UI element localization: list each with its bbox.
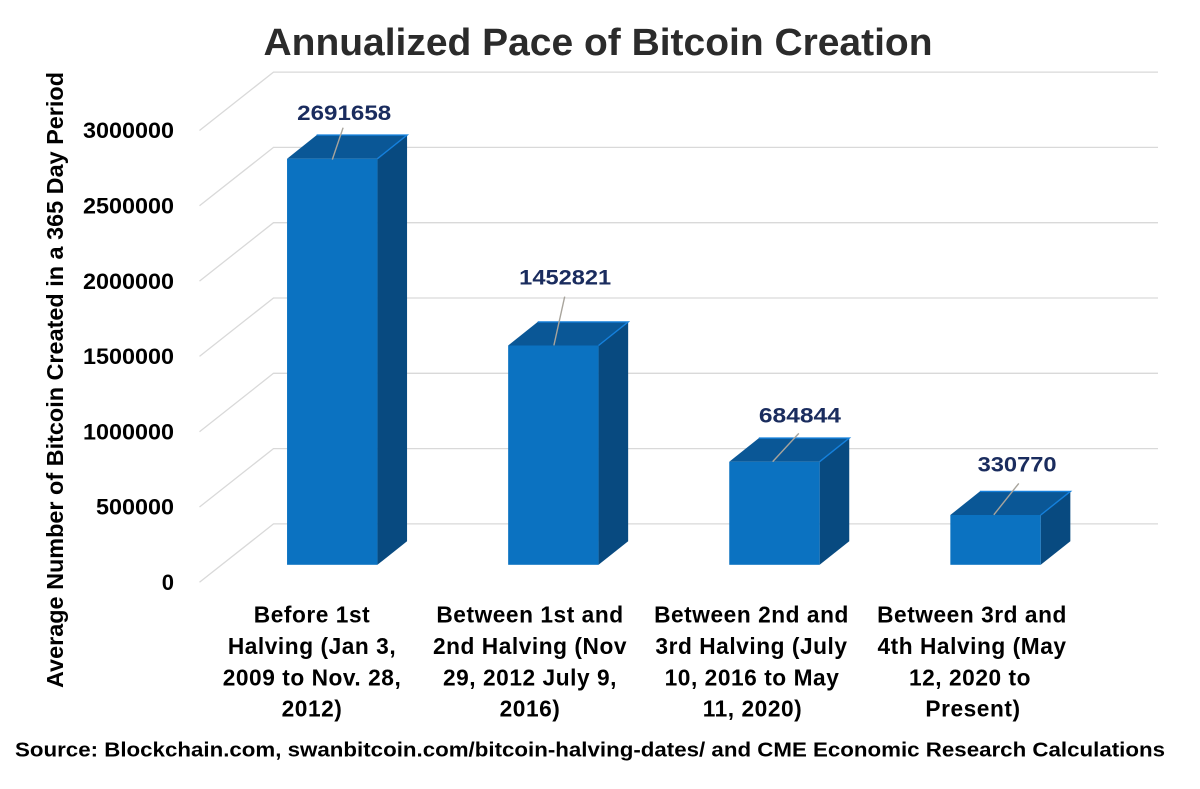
svg-text:330770: 330770 xyxy=(978,453,1057,476)
svg-text:684844: 684844 xyxy=(759,405,841,428)
svg-text:2691658: 2691658 xyxy=(297,102,391,125)
svg-text:Between 1st and: Between 1st and xyxy=(436,602,623,628)
svg-text:1452821: 1452821 xyxy=(519,267,611,290)
svg-text:29, 2012 July 9,: 29, 2012 July 9, xyxy=(443,664,617,690)
svg-text:2009 to Nov. 28,: 2009 to Nov. 28, xyxy=(223,664,402,690)
svg-text:Between 2nd and: Between 2nd and xyxy=(654,602,849,628)
svg-text:Present): Present) xyxy=(925,695,1020,721)
svg-text:Annualized Pace of Bitcoin Cre: Annualized Pace of Bitcoin Creation xyxy=(264,22,933,64)
svg-text:11, 2020): 11, 2020) xyxy=(703,695,803,721)
svg-text:3000000: 3000000 xyxy=(83,118,174,143)
svg-text:Before 1st: Before 1st xyxy=(254,602,370,628)
svg-text:0: 0 xyxy=(162,570,174,595)
svg-text:1000000: 1000000 xyxy=(83,419,174,444)
svg-text:Halving (Jan 3,: Halving (Jan 3, xyxy=(228,633,396,659)
svg-text:500000: 500000 xyxy=(96,495,174,520)
svg-text:2000000: 2000000 xyxy=(83,269,174,294)
svg-text:Between 3rd and: Between 3rd and xyxy=(877,602,1067,628)
svg-text:3rd Halving (July: 3rd Halving (July xyxy=(655,633,847,659)
svg-text:4th Halving (May: 4th Halving (May xyxy=(877,633,1066,659)
svg-text:2nd Halving (Nov: 2nd Halving (Nov xyxy=(433,633,627,659)
svg-text:Source: Blockchain.com, swanb: Source: Blockchain.com, swanbitcoin.com/… xyxy=(15,739,1165,761)
svg-text:2012): 2012) xyxy=(282,695,343,721)
svg-text:2500000: 2500000 xyxy=(83,194,174,219)
svg-text:10, 2016 to May: 10, 2016 to May xyxy=(665,664,840,690)
svg-text:1500000: 1500000 xyxy=(83,344,174,369)
svg-text:12, 2020 to: 12, 2020 to xyxy=(909,664,1031,690)
svg-text:Average Number of Bitcoin Crea: Average Number of Bitcoin Created in a 3… xyxy=(42,72,68,688)
svg-text:2016): 2016) xyxy=(500,695,561,721)
